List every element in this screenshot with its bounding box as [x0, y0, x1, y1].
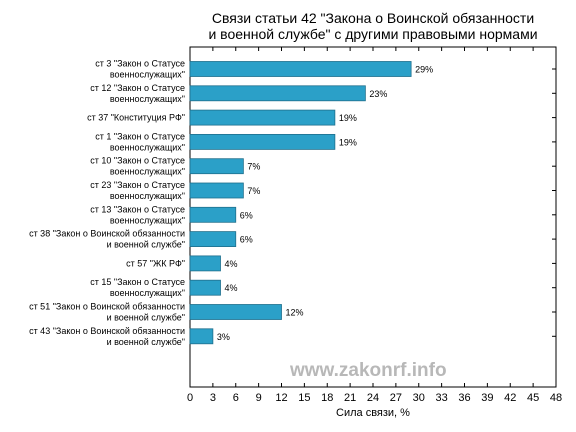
category-label: ст 43 "Закон о Воинской обязанности	[29, 326, 185, 336]
x-tick-label: 21	[344, 392, 356, 404]
category-label: ст 3 "Закон о Статусе	[95, 59, 185, 69]
x-tick-label: 24	[367, 392, 379, 404]
bar-value-label: 6%	[240, 210, 253, 220]
category-label: ст 38 "Закон о Воинской обязанности	[29, 229, 185, 239]
category-label: и военной службе"	[107, 337, 185, 347]
category-label: военнослужащих"	[110, 94, 185, 104]
category-label: военнослужащих"	[110, 215, 185, 225]
bar-value-label: 19%	[339, 113, 357, 123]
category-label: и военной службе"	[107, 240, 185, 250]
category-label: ст 37 "Конституция РФ"	[87, 113, 185, 123]
bar-value-label: 7%	[247, 186, 260, 196]
bar	[189, 231, 237, 248]
x-tick-label: 18	[321, 392, 333, 404]
x-tick-label: 42	[504, 392, 516, 404]
chart-title-line-2: и военной службе" с другими правовыми но…	[208, 26, 538, 42]
x-tick-label: 39	[481, 392, 493, 404]
category-label: и военной службе"	[107, 313, 185, 323]
category-label: военнослужащих"	[110, 142, 185, 152]
bar	[189, 182, 244, 199]
x-tick-label: 45	[527, 392, 539, 404]
x-tick-label: 48	[550, 392, 562, 404]
chart-title-line-1: Связи статьи 42 "Закона о Воинской обяза…	[211, 10, 535, 26]
bar	[189, 158, 244, 175]
x-tick-label: 12	[275, 392, 287, 404]
x-tick-label: 15	[298, 392, 310, 404]
x-tick-label: 27	[390, 392, 402, 404]
bar	[189, 133, 336, 150]
bar	[189, 61, 412, 77]
x-tick-label: 36	[458, 392, 470, 404]
category-label: ст 57 "ЖК РФ"	[126, 258, 185, 268]
category-label: ст 13 "Закон о Статусе	[90, 204, 185, 214]
x-axis-label: Сила связи, %	[336, 407, 410, 419]
bar-value-label: 12%	[286, 308, 304, 318]
category-label: ст 1 "Закон о Статусе	[95, 131, 185, 141]
bar-value-label: 4%	[225, 259, 238, 269]
bar-value-label: 7%	[247, 162, 260, 172]
category-label: военнослужащих"	[110, 167, 185, 177]
x-tick-label: 9	[256, 392, 262, 404]
category-label: ст 51 "Закон о Воинской обязанности	[29, 302, 185, 312]
bar	[189, 304, 282, 320]
x-tick-label: 30	[413, 392, 425, 404]
category-label: ст 10 "Закон о Статусе	[90, 156, 185, 166]
x-tick-label: 33	[436, 392, 448, 404]
bar	[189, 206, 237, 223]
category-label: ст 15 "Закон о Статусе	[90, 277, 185, 287]
bar	[189, 328, 214, 345]
category-label: военнослужащих"	[110, 191, 185, 201]
bar-value-label: 4%	[225, 283, 238, 293]
bar	[189, 85, 366, 102]
category-label: военнослужащих"	[110, 70, 185, 80]
bar-value-label: 29%	[415, 65, 433, 75]
bar-value-label: 6%	[240, 235, 253, 245]
x-tick-label: 0	[187, 392, 193, 404]
category-label: ст 23 "Закон о Статусе	[90, 180, 185, 190]
bar	[189, 255, 221, 272]
category-label: ст 12 "Закон о Статусе	[90, 83, 185, 93]
x-tick-label: 3	[210, 392, 216, 404]
category-label: военнослужащих"	[110, 288, 185, 298]
watermark: www.zakonrf.info	[290, 360, 447, 381]
bar-value-label: 19%	[339, 137, 357, 147]
bar	[189, 279, 221, 296]
bar-value-label: 23%	[369, 89, 387, 99]
bar-value-label: 3%	[217, 332, 230, 342]
bar	[189, 109, 336, 126]
x-tick-label: 6	[233, 392, 239, 404]
